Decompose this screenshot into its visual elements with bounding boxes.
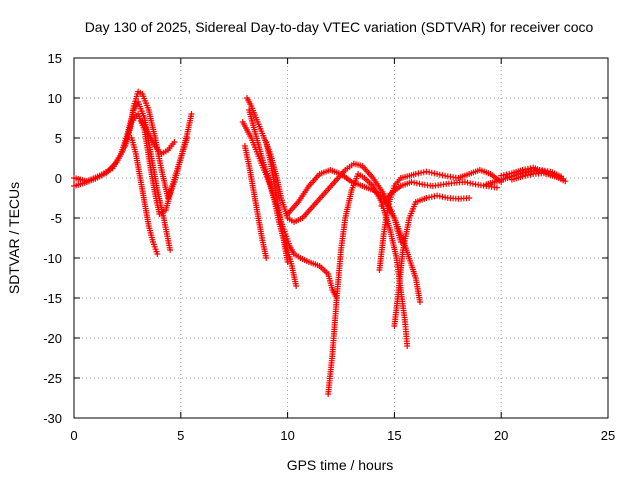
x-tick-label: 10 xyxy=(280,428,294,443)
data-point xyxy=(167,247,174,253)
data-point xyxy=(284,259,291,265)
data-point xyxy=(171,139,178,145)
data-point xyxy=(188,111,195,117)
data-point xyxy=(558,175,565,181)
y-tick-label: 0 xyxy=(55,171,62,186)
y-tick-label: -20 xyxy=(43,331,62,346)
data-point xyxy=(466,195,473,201)
y-tick-label: -25 xyxy=(43,371,62,386)
x-tick-label: 5 xyxy=(177,428,184,443)
y-tick-label: -5 xyxy=(50,211,62,226)
chart-title: Day 130 of 2025, Sidereal Day-to-day VTE… xyxy=(85,19,594,35)
series-arc-3 xyxy=(122,111,191,217)
data-point xyxy=(404,343,411,349)
series-arc-10 xyxy=(263,139,291,265)
series-arc-2 xyxy=(71,99,174,253)
series-arc-13 xyxy=(376,167,505,273)
plot-frame xyxy=(73,57,609,419)
series-arc-9 xyxy=(241,143,270,261)
data-point xyxy=(154,251,161,257)
series-arc-14 xyxy=(391,192,473,329)
y-axis-label: SDTVAR / TECUs xyxy=(6,182,22,294)
x-tick-label: 25 xyxy=(601,428,615,443)
data-point xyxy=(417,299,424,305)
data-point xyxy=(184,135,191,141)
y-tick-label: 10 xyxy=(48,91,62,106)
y-tick-label: -30 xyxy=(43,411,62,426)
x-tick-label: 15 xyxy=(387,428,401,443)
data-point xyxy=(493,184,500,191)
axis-ticks: 0 5 10 15 20 25 -30 -25 -20 -15 -10 -5 0 5 10 15 xyxy=(43,51,615,443)
series-arc-18 xyxy=(508,170,565,183)
y-tick-label: -10 xyxy=(43,251,62,266)
data-points xyxy=(71,88,569,397)
x-tick-label: 0 xyxy=(70,428,77,443)
y-tick-label: 15 xyxy=(48,51,62,66)
series-arc-12 xyxy=(325,171,411,397)
data-point xyxy=(293,283,300,289)
series-arc-4 xyxy=(128,135,161,257)
data-point xyxy=(263,255,270,261)
y-tick-label: -15 xyxy=(43,291,62,306)
series-arc-5 xyxy=(139,119,178,157)
x-axis-label: GPS time / hours xyxy=(287,457,394,473)
y-tick-label: 5 xyxy=(55,131,62,146)
x-tick-label: 20 xyxy=(494,428,508,443)
